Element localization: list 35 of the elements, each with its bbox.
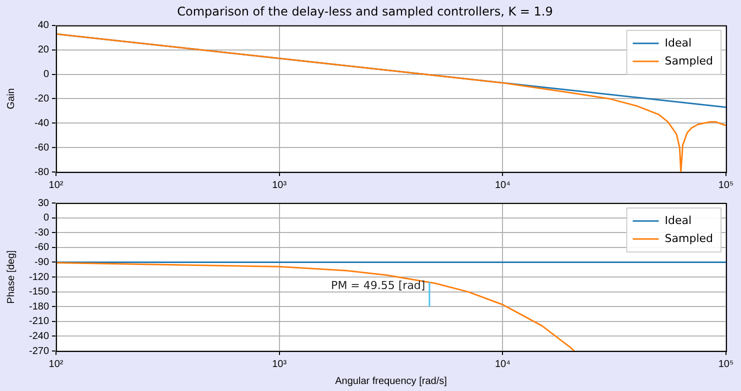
x-axis-title: Angular frequency [rad/s] [335,376,448,387]
y-tick-label: -210 [28,316,50,328]
y-tick-label: -80 [34,166,50,178]
y-tick-label: -180 [28,301,50,312]
y-tick-label: -90 [34,256,50,268]
x-tick-label: 10⁵ [718,180,734,191]
x-tick-label: 10² [48,180,64,191]
x-tick-label: 10³ [272,180,288,191]
x-tick-label: 10⁵ [718,358,734,370]
legend-label: Sampled [664,54,714,68]
y-tick-label: -150 [28,286,50,298]
x-tick-label: 10³ [272,358,288,370]
y-axis-title: Phase [deg] [6,250,17,304]
y-tick-label: -120 [28,272,50,283]
legend-label: Sampled [664,232,714,245]
y-tick-label: -40 [34,118,50,129]
y-tick-label: 20 [38,44,50,56]
chart-title: Comparison of the delay-less and sampled controllers, K = 1.9 [177,4,553,18]
y-tick-label: -60 [34,142,50,154]
y-tick-label: -240 [28,330,50,342]
y-tick-label: -60 [34,242,50,254]
y-tick-label: -270 [28,346,50,357]
y-tick-label: 30 [38,198,50,209]
y-tick-label: 0 [43,212,50,224]
x-tick-label: 10² [48,358,64,370]
legend-label: Ideal [664,36,692,50]
x-tick-label: 10⁴ [494,180,510,191]
x-tick-label: 10⁴ [494,358,510,370]
y-tick-label: 0 [43,69,50,80]
annotation: PM = 49.55 [rad] [331,279,426,292]
legend-label: Ideal [664,214,692,227]
y-axis-title: Gain [6,88,17,110]
y-tick-label: 40 [38,20,50,32]
y-tick-label: -20 [34,93,50,104]
y-tick-label: -30 [34,227,50,238]
